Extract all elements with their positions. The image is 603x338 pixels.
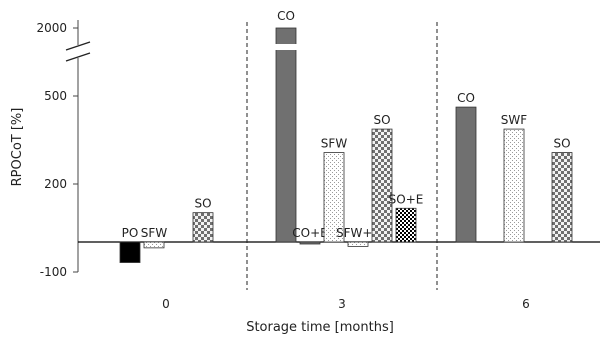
bar-label: PO — [122, 226, 139, 240]
bar — [192, 212, 214, 243]
bar-label: SWF — [501, 113, 527, 127]
bar-label: SO — [373, 113, 390, 127]
bar — [395, 207, 417, 243]
bar — [299, 241, 321, 245]
bar-label: SFW — [141, 226, 168, 240]
y-axis-title: RPOCoT [%] — [10, 108, 25, 187]
bar — [551, 152, 573, 243]
bar — [371, 128, 393, 243]
bar — [119, 241, 141, 263]
bar — [275, 27, 297, 243]
bar — [503, 128, 525, 243]
y-axis-break-icon — [65, 41, 91, 62]
y-tick-label: 500 — [44, 89, 67, 103]
bar-label: CO+E — [292, 226, 327, 240]
bar-label: SO — [553, 137, 570, 151]
bar-label: SFW+E — [336, 226, 380, 240]
y-tick-label: 2000 — [36, 21, 67, 35]
bar-axis-break — [275, 44, 297, 50]
bar-label: CO — [457, 91, 475, 105]
bar — [347, 241, 369, 247]
x-axis-title: Storage time [months] — [246, 320, 394, 335]
x-category-label: 0 — [162, 297, 170, 311]
y-tick-label: 200 — [44, 177, 67, 191]
bar-label: SO+E — [389, 192, 424, 206]
x-category-label: 3 — [338, 297, 346, 311]
bar — [455, 106, 477, 243]
bar-label: CO — [277, 9, 295, 23]
bar-label: SO — [194, 197, 211, 211]
x-category-label: 6 — [522, 297, 530, 311]
y-tick-label: -100 — [40, 265, 67, 279]
bar — [323, 152, 345, 243]
bar — [143, 241, 165, 249]
bar-label: SFW — [321, 137, 348, 151]
